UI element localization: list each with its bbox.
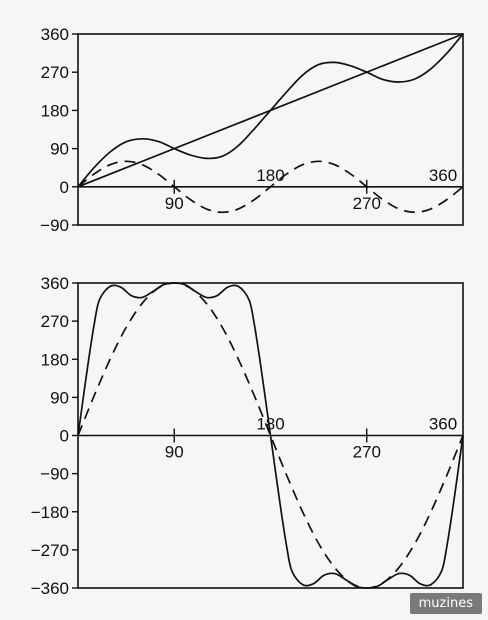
x-tick-label: 90 — [165, 443, 184, 462]
y-tick-label: 90 — [50, 388, 69, 407]
watermark-logo: muzines — [409, 593, 482, 614]
y-tick-label: 0 — [60, 178, 69, 197]
y-tick-label: 90 — [50, 140, 69, 159]
x-tick-label: 360 — [429, 415, 457, 434]
series-line-1 — [77, 282, 464, 589]
y-tick-label: −180 — [31, 503, 69, 522]
y-tick-label: 360 — [41, 274, 69, 293]
y-tick-label: 360 — [41, 25, 69, 44]
y-tick-label: 180 — [41, 350, 69, 369]
y-tick-label: −270 — [31, 541, 69, 560]
bottom-chart: 360 270 180 90 0 −90 −180 −270 −360 90 180 270 360 — [31, 274, 464, 598]
y-tick-label: −360 — [31, 579, 69, 598]
y-tick-label: 180 — [41, 101, 69, 120]
x-tick-label: 270 — [353, 443, 381, 462]
x-tick-label: 270 — [353, 194, 381, 213]
top-chart: 360 270 180 90 0 −90 90 180 270 360 — [40, 25, 464, 235]
y-tick-label: 270 — [41, 63, 69, 82]
y-tick-label: −90 — [40, 465, 69, 484]
y-tick-label: 270 — [41, 312, 69, 331]
plot-frame — [77, 33, 464, 226]
series-line-3 — [77, 160, 464, 214]
y-tick-label: −90 — [40, 216, 69, 235]
x-tick-label: 180 — [256, 415, 284, 434]
x-tick-label: 180 — [256, 166, 284, 185]
x-tick-label: 90 — [165, 194, 184, 213]
x-tick-label: 360 — [429, 166, 457, 185]
series-line-2 — [77, 33, 464, 188]
series-line-2 — [77, 282, 464, 589]
y-tick-label: 0 — [60, 427, 69, 446]
